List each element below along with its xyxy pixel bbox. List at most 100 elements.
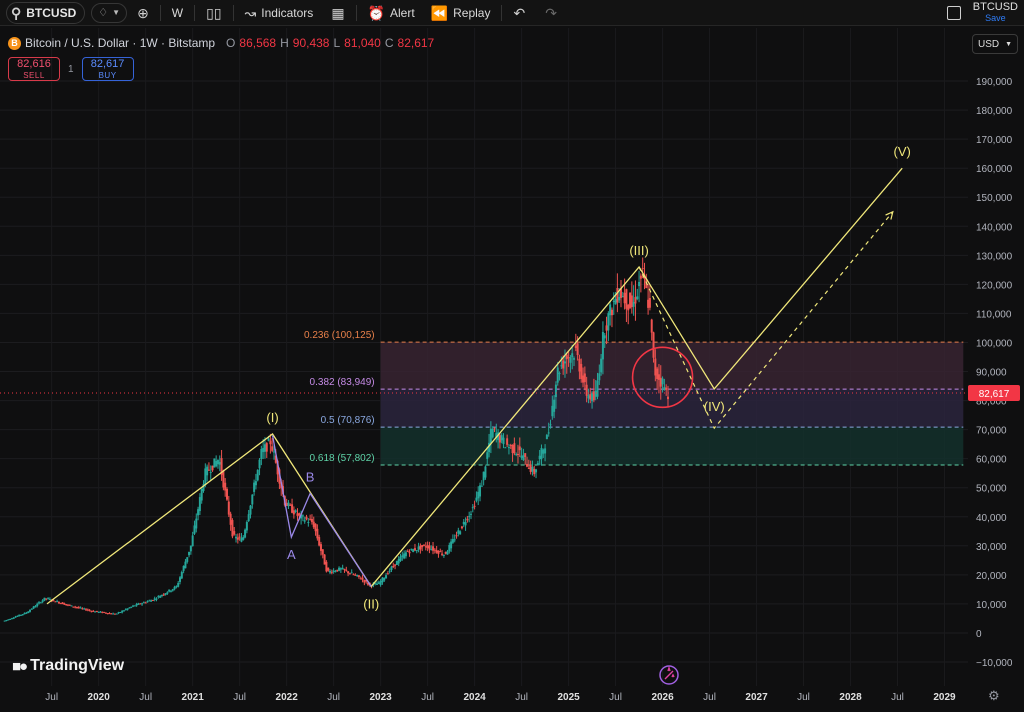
candle-body <box>574 345 577 349</box>
fib-level-label: 0.236 (100,125) <box>304 330 375 341</box>
candle-body <box>656 368 659 380</box>
layouts-button[interactable]: ▦ <box>327 6 348 20</box>
candle-body <box>520 455 523 458</box>
candle-body <box>310 518 313 523</box>
magic-icon[interactable] <box>659 665 679 685</box>
compare-symbol-button[interactable]: ⊕ <box>133 6 153 20</box>
candle-body <box>330 572 333 574</box>
candle-body <box>5 619 8 621</box>
candle-body <box>256 469 259 481</box>
candle-body <box>511 444 514 454</box>
toolbar-divider <box>159 4 161 21</box>
sell-price: 82,616 <box>17 58 51 70</box>
fib-zone <box>380 427 964 466</box>
candle-body <box>395 560 398 565</box>
candle-body <box>600 358 603 373</box>
candle-body <box>489 428 492 444</box>
candle-body <box>477 491 480 499</box>
undo-button[interactable]: ↶ <box>509 6 529 20</box>
candle-body <box>287 502 290 507</box>
redo-button[interactable]: ↷ <box>541 6 561 20</box>
candle-body <box>578 358 581 372</box>
price-tick-label: 30,000 <box>976 542 1007 553</box>
candle-body <box>341 567 344 570</box>
candle-body <box>88 610 91 612</box>
sell-button[interactable]: 82,616 SELL <box>8 57 60 81</box>
candle-body <box>377 582 380 584</box>
interval-button[interactable]: W <box>171 5 184 20</box>
candle-body <box>404 552 407 557</box>
candle-body <box>394 564 397 566</box>
price-axis-background <box>968 28 1024 712</box>
redo-icon: ↷ <box>545 4 557 21</box>
candle-body <box>329 570 332 573</box>
replay-button[interactable]: ⏪ Replay <box>427 6 495 20</box>
trade-panel: 82,616 SELL 1 82,617 BUY <box>8 57 134 81</box>
tradingview-logo-icon: ■● <box>12 657 28 675</box>
elliott-wave-drawing[interactable]: (I) (II) (III) (IV) (V) A B <box>46 144 911 611</box>
candle-body <box>157 596 160 598</box>
candle-body <box>47 598 50 600</box>
candle-body <box>16 615 19 617</box>
currency-select[interactable]: USD ▼ <box>972 34 1018 54</box>
candle-body <box>488 442 491 453</box>
candle-body <box>160 595 163 597</box>
candle-body <box>376 583 379 585</box>
watermark-text: TradingView <box>30 657 125 674</box>
time-tick-label: Jul <box>139 692 152 703</box>
gear-icon[interactable]: ⚙ <box>988 688 1000 703</box>
candle-body <box>198 497 201 512</box>
candle-body <box>162 594 165 596</box>
candle-body <box>390 566 393 571</box>
candle-body <box>535 469 538 473</box>
time-axis[interactable]: Jul 2020 Jul 2021 Jul 2022 Jul 2023 Jul 2024 Jul 20… <box>45 692 956 703</box>
fib-level-label: 0.618 (57,802) <box>310 453 375 464</box>
candle-body <box>307 522 310 524</box>
candle-body <box>262 447 265 453</box>
fullscreen-icon[interactable] <box>946 6 961 20</box>
candle-body <box>72 606 75 608</box>
alert-button[interactable]: ⏰ Alert <box>364 6 419 20</box>
fib-retracement[interactable]: 0.236 (100,125) 0.382 (83,949) 0.5 (70,876… <box>304 330 964 466</box>
candle-body <box>66 604 69 606</box>
highlight-circle <box>631 346 694 409</box>
chart-type-button[interactable]: ▯▯ <box>202 6 225 20</box>
candle-body <box>466 518 469 521</box>
candle-body <box>83 608 86 610</box>
candle-body <box>562 360 565 369</box>
candle-body <box>141 603 144 605</box>
price-axis[interactable]: −10,000 0 10,000 20,000 30,000 40,000 50,000 60… <box>976 77 1013 669</box>
bitcoin-logo-icon: B <box>8 36 21 50</box>
pro-badge-button[interactable]: ♢ ▼ <box>91 2 128 23</box>
buy-button[interactable]: 82,617 BUY <box>81 57 134 81</box>
candle-body <box>9 618 12 620</box>
candle-body <box>538 455 541 460</box>
indicators-button[interactable]: ↝ Indicators <box>241 6 318 20</box>
candle-body <box>319 544 322 551</box>
candle-body <box>460 526 463 529</box>
candle-body <box>455 535 458 537</box>
candle-body <box>59 603 62 605</box>
price-chart[interactable]: 0.236 (100,125) 0.382 (83,949) 0.5 (70,876… <box>0 28 1024 712</box>
candle-body <box>12 617 15 619</box>
alert-label: Alert <box>389 5 415 20</box>
symbol-search[interactable]: ⚲ BTCUSD <box>6 1 86 24</box>
candle-body <box>625 289 628 309</box>
candle-body <box>639 275 642 279</box>
candle-body <box>95 610 98 612</box>
candle-body <box>553 399 556 412</box>
candle-body <box>265 443 268 452</box>
candle-body <box>450 541 453 549</box>
candle-body <box>359 578 362 580</box>
candle-body <box>272 451 275 453</box>
candle-body <box>475 497 478 501</box>
candle-body <box>618 296 621 301</box>
candle-body <box>180 571 183 579</box>
symbol-legend[interactable]: B Bitcoin / U.S. Dollar · 1W · Bitstamp … <box>8 36 434 50</box>
candle-body <box>263 444 266 452</box>
candle-body <box>558 373 561 375</box>
candle-body <box>498 435 501 443</box>
candle-body <box>459 531 462 535</box>
save-layout-button[interactable]: BTCUSD Save <box>973 2 1018 24</box>
plus-circle-icon: ⊕ <box>137 4 149 21</box>
